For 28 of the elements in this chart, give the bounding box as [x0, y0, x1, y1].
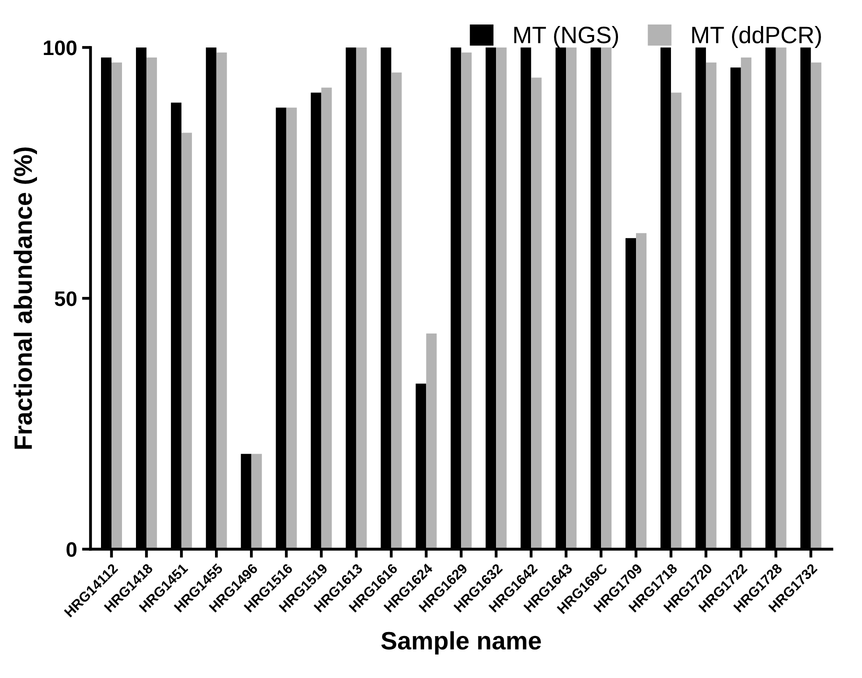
y-tick-label: 100 — [44, 40, 76, 56]
y-axis-title: Fractional abundance (%) — [14, 147, 38, 449]
bar — [181, 132, 192, 550]
bar — [286, 108, 297, 550]
bar — [776, 47, 786, 550]
bar — [810, 62, 822, 550]
bar — [251, 454, 262, 550]
bar — [391, 72, 402, 550]
bar — [321, 88, 332, 550]
bar — [670, 92, 682, 550]
bar — [531, 78, 542, 550]
bar — [356, 47, 367, 550]
bar — [566, 47, 577, 550]
bar — [111, 62, 122, 550]
bar — [601, 47, 612, 550]
y-tick-label: 0 — [66, 542, 76, 557]
bar — [461, 52, 472, 550]
bar — [426, 333, 437, 550]
bar — [706, 62, 716, 550]
bar — [216, 52, 227, 550]
bar — [740, 57, 752, 550]
bar — [636, 233, 646, 550]
x-axis-title: Sample name — [381, 631, 541, 655]
y-tick-label: 50 — [54, 291, 76, 306]
bar — [146, 57, 157, 550]
legend-label: MT (ddPCR) — [692, 26, 821, 48]
bar — [496, 47, 507, 550]
legend-label: MT (NGS) — [514, 26, 618, 48]
